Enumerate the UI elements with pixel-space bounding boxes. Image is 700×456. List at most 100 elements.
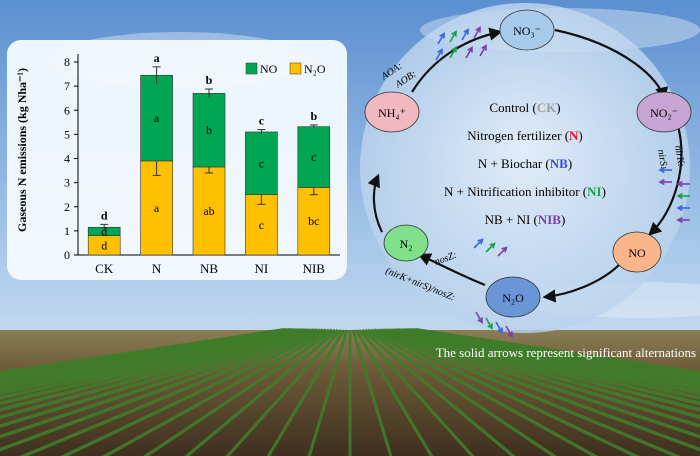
indicator-arrowhead [477,238,484,245]
crop-row [394,328,700,400]
y-axis-label: Gaseous N emissions (kg Nha⁻¹) [15,68,29,232]
bar-segment-letter: c [259,218,264,232]
crop-row [0,328,303,395]
indicator-arrow [485,242,496,253]
indicator-arrowhead [676,180,683,188]
x-tick-label: CK [95,261,114,276]
indicator-arrowhead [451,46,457,53]
node-no2-label: NO₂⁻ [650,106,678,120]
indicator-arrowhead [437,48,443,55]
indicator-arrow [497,246,508,257]
arrow-nh4-to-no3 [411,27,503,93]
bar-segment-no [245,131,278,195]
gene-label-nirs: nirS: [655,149,669,171]
bar-segment-n2o [140,160,173,256]
crop-row [391,328,700,406]
legend-swatch [245,62,258,75]
indicator-arrow [479,45,487,57]
crop-row [373,328,681,456]
crop-row [376,328,700,452]
indicator-arrowhead [507,331,513,338]
node-n2: N₂ [383,224,429,262]
bar-segment-letter: b [206,123,212,137]
crop-row [367,328,599,456]
crop-row [370,328,640,456]
node-n2o: N₂O [485,276,541,318]
bar-chart: Gaseous N emissions (kg Nha⁻¹) 0 1 2 3 4 5 6 7 8… [15,51,340,276]
bar-segment-letter: bc [308,214,319,228]
crop-row [101,328,333,456]
indicator-arrowhead [676,192,683,200]
legend-label: N₂O [304,62,326,76]
cycle-panel [360,3,690,333]
bar-segment-letter: ab [203,204,214,218]
x-tick-label: NI [255,261,269,276]
arrow-no2-to-no [648,125,683,236]
indicator-arrow [505,325,513,337]
indicator-arrowhead [475,26,481,33]
crop-row [0,328,318,428]
treatment-item: Nitrogen fertilizer (N) [467,128,583,143]
arrow-n2o-to-n2 [417,253,486,287]
node-nh4: NH₄⁺ [364,91,420,133]
indicator-arrow [495,321,503,333]
crop-row [0,328,315,420]
crop-row [351,329,393,456]
y-ticks: 0 1 2 3 4 5 6 7 8 [64,55,78,262]
bar-segment-n2o [192,166,226,256]
indicator-arrowhead [477,317,483,324]
indicator-arrowhead [676,216,683,224]
crop-row [385,328,700,420]
y-tick-label: 5 [64,127,70,141]
legend: NO N₂O [245,62,326,76]
node-no3-label: NO₃⁻ [513,24,541,38]
y-tick-label: 7 [64,79,70,93]
crop-row [19,328,327,456]
treatment-item: NB + NI (NIB) [485,212,566,227]
crop-row [415,327,700,376]
node-n2-label: N₂ [400,237,413,251]
crop-row [0,328,312,412]
indicator-arrowhead [481,44,487,51]
x-tick-label: N [152,261,162,276]
y-tick-label: 3 [64,176,70,190]
significance-note: The solid arrows represent significant a… [436,345,696,360]
crop-row [0,328,306,400]
indicator-arrows [435,26,690,338]
x-tick-label: NB [200,261,218,276]
legend-swatch [289,62,302,75]
indicator-arrowhead [439,32,445,39]
indicator-arrow [475,311,483,323]
crop-row [60,328,330,456]
indicator-arrowhead [487,323,493,330]
indicator-arrowhead [467,46,473,53]
total-letter: b [206,73,213,87]
bar-segment-no [297,126,331,188]
crop-row [184,328,340,456]
arrow-no3-to-no2 [554,28,669,101]
crop-row [0,328,309,406]
cycle-arrows [367,27,683,303]
indicator-arrow [465,47,473,59]
crop-row [382,328,700,428]
y-tick-label: 1 [64,224,70,238]
crop-row [364,328,557,456]
y-tick-label: 4 [64,152,70,166]
indicator-arrowhead [497,327,503,334]
indicator-arrowhead [463,28,469,35]
crop-row [0,328,321,439]
bar-segment-letter: d [101,238,107,252]
indicator-arrow [485,317,493,329]
indicator-arrowhead [658,166,665,174]
crop-rows [0,327,700,456]
crop-row [354,329,434,456]
indicator-arrow [435,49,443,61]
bar-segment-no [192,93,226,168]
node-nh4-label: NH₄⁺ [378,106,406,120]
y-tick-label: 8 [64,55,70,69]
bar-segment-no [140,74,173,162]
crop-row [225,328,343,456]
crop-row [0,328,300,391]
bar-segment-n2o [297,187,331,256]
